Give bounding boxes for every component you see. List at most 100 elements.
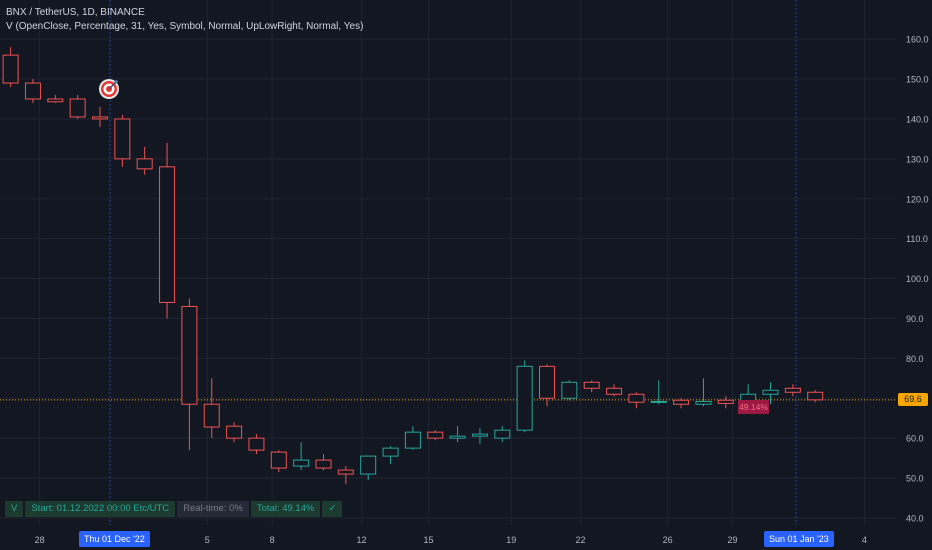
candle: [293, 442, 310, 471]
price-tick-label: 40.0: [906, 513, 924, 523]
target-icon: [99, 79, 119, 99]
candle-body: [583, 381, 600, 389]
candle: [471, 428, 488, 445]
start-info: Start: 01.12.2022 00:00 Etc/UTC: [25, 501, 176, 517]
mode-badge[interactable]: V: [5, 501, 24, 517]
price-tick-label: 60.0: [906, 434, 924, 444]
candle: [360, 455, 377, 481]
candle: [628, 392, 645, 409]
candle-body: [494, 429, 511, 439]
time-tick-label: 19: [506, 535, 516, 545]
candle-body: [762, 389, 779, 395]
candle: [136, 146, 153, 175]
candle: [427, 430, 444, 441]
candle: [226, 422, 243, 443]
candle-body: [427, 431, 444, 439]
chart-grid: [0, 0, 896, 525]
price-tick-label: 120.0: [906, 194, 929, 204]
candle: [695, 378, 712, 407]
candle-body: [226, 425, 243, 439]
current-price-tag: 69.6: [898, 393, 928, 407]
candle: [337, 466, 354, 485]
time-tick-label: 26: [663, 535, 673, 545]
candle-body: [136, 158, 153, 170]
candle: [516, 360, 533, 433]
indicator-status-bar: V Start: 01.12.2022 00:00 Etc/UTC Real-t…: [5, 501, 343, 517]
realtime-info: Real-time: 0%: [177, 501, 249, 517]
candle: [717, 396, 734, 409]
candles-group: [2, 47, 824, 485]
candle: [203, 378, 220, 439]
check-icon: ✓: [322, 501, 343, 517]
candle-body: [404, 431, 421, 449]
total-info: Total: 49.14%: [250, 501, 321, 517]
candle: [315, 454, 332, 471]
candle: [606, 384, 623, 397]
candle-body: [807, 391, 824, 401]
candle: [650, 380, 667, 405]
time-tick-label: 12: [356, 535, 366, 545]
candle: [561, 380, 578, 401]
date-tag-end: Sun 01 Jan '23: [764, 531, 834, 547]
candle-body: [69, 98, 86, 118]
candle-body: [382, 447, 399, 457]
time-tick-label: 28: [35, 535, 45, 545]
candle: [181, 298, 198, 451]
candle-body: [606, 387, 623, 395]
candle-body: [203, 403, 220, 428]
indicator-legend[interactable]: V (OpenClose, Percentage, 31, Yes, Symbo…: [6, 21, 364, 32]
candle-body: [270, 451, 287, 469]
candle: [382, 446, 399, 465]
candle: [494, 426, 511, 443]
time-tick-label: 8: [270, 535, 275, 545]
price-tick-label: 80.0: [906, 354, 924, 364]
price-axis[interactable]: 40.050.060.070.080.090.0100.0110.0120.01…: [906, 35, 929, 524]
candle-body: [784, 387, 801, 393]
price-tick-label: 100.0: [906, 274, 929, 284]
price-tick-label: 140.0: [906, 114, 929, 124]
candle-body: [248, 437, 265, 451]
candle-body: [293, 459, 310, 467]
price-tick-label: 150.0: [906, 75, 929, 85]
candle-body: [114, 118, 131, 160]
candle-body: [337, 469, 354, 475]
candle: [583, 380, 600, 393]
candle: [248, 434, 265, 455]
candle: [404, 426, 421, 451]
candle-body: [650, 400, 667, 403]
candle-body: [24, 82, 41, 100]
candle: [673, 398, 690, 409]
time-tick-label: 22: [576, 535, 586, 545]
candle-body: [516, 365, 533, 431]
candle: [449, 426, 466, 443]
candle-body: [717, 399, 734, 404]
time-axis[interactable]: 28 5 8 12 15 19 22 26 29 4: [35, 535, 867, 545]
candle-body: [92, 116, 108, 120]
symbol-title: BNX / TetherUS, 1D, BINANCE: [6, 7, 145, 18]
candle-body: [449, 435, 466, 439]
date-tag-start: Thu 01 Dec '22: [79, 531, 150, 547]
price-tick-label: 50.0: [906, 474, 924, 484]
candle-body: [181, 305, 198, 405]
candle: [270, 450, 287, 473]
candle-body: [539, 365, 555, 399]
candle: [539, 364, 555, 407]
candle: [24, 79, 41, 103]
candle-body: [159, 166, 176, 303]
price-tick-label: 160.0: [906, 35, 929, 45]
time-tick-label: 4: [862, 535, 867, 545]
candle: [784, 384, 801, 397]
candle: [69, 95, 86, 119]
candle: [114, 114, 131, 167]
candle: [2, 47, 19, 88]
candle-body: [561, 381, 578, 399]
percent-change-label: 49.14%: [738, 400, 769, 414]
candle: [762, 382, 779, 405]
candle: [47, 95, 64, 103]
price-tick-label: 110.0: [906, 234, 928, 244]
candle-body: [695, 400, 712, 405]
candle-body: [315, 459, 332, 469]
candle-body: [628, 393, 645, 403]
candle-body: [47, 98, 64, 103]
